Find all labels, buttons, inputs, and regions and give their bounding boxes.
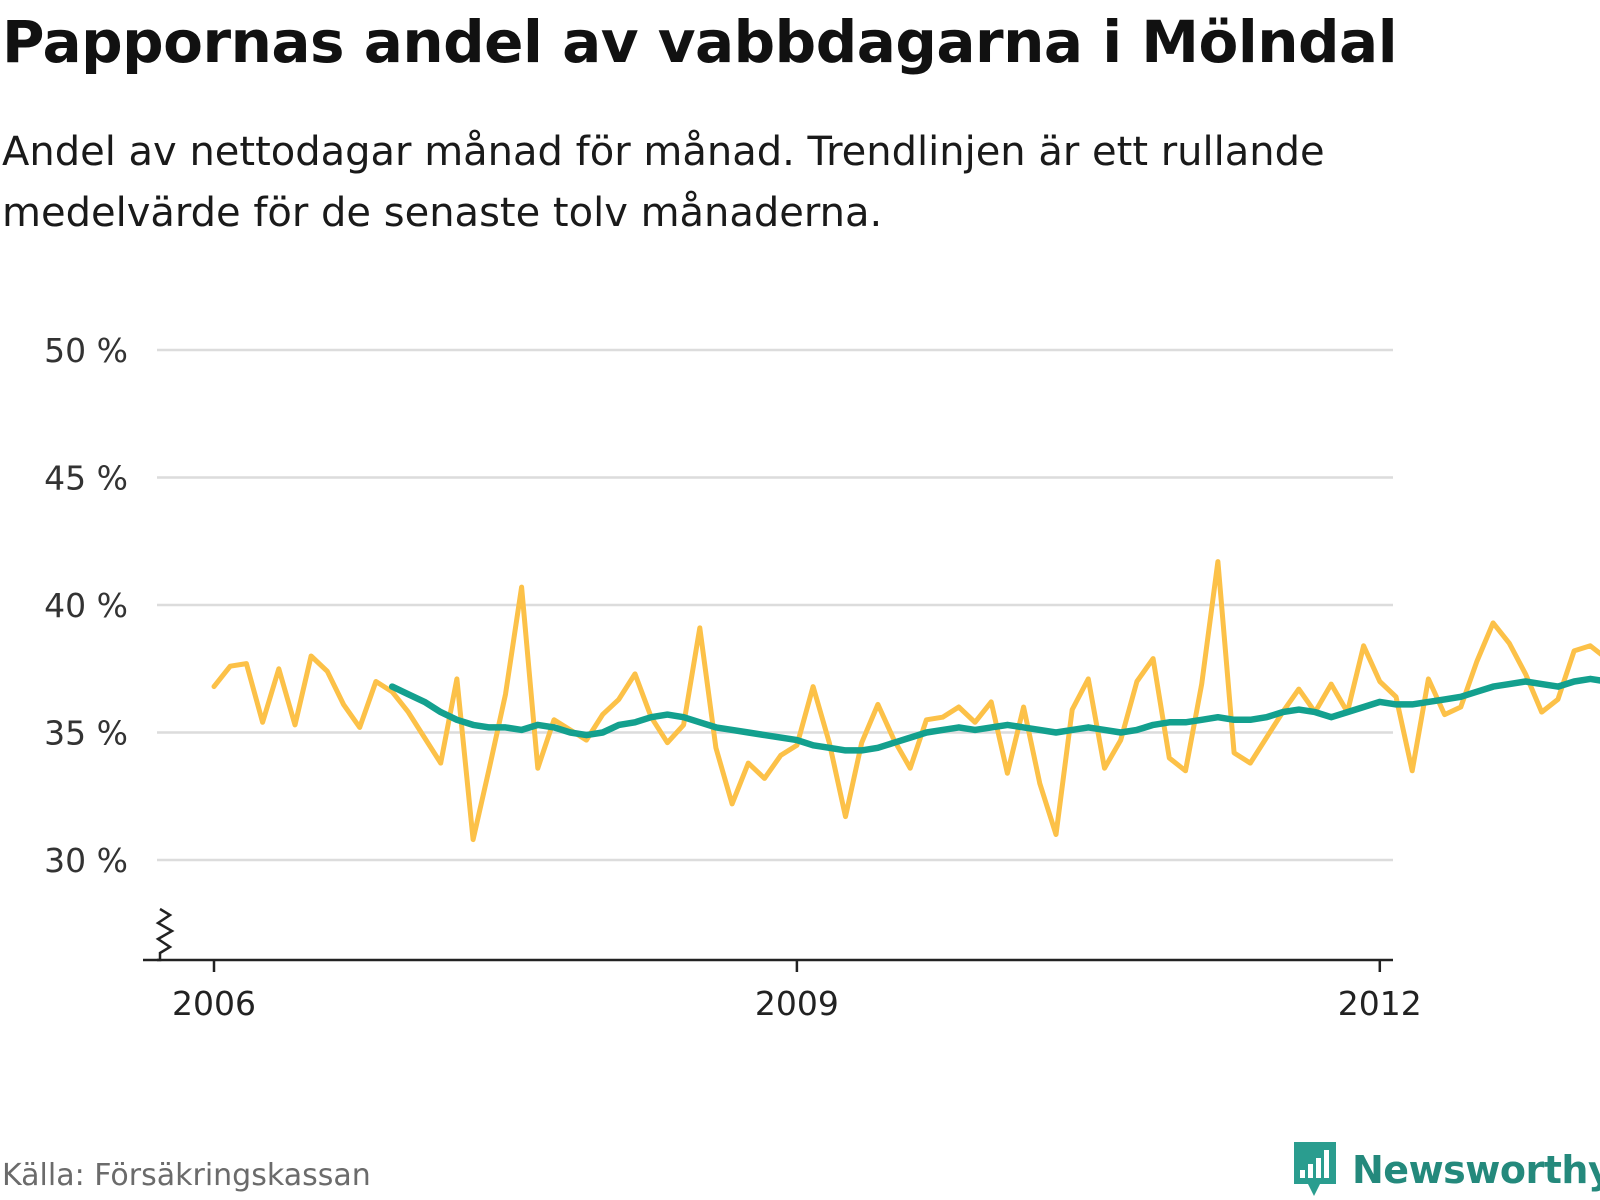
series-group: [211, 559, 1600, 843]
grid-lines: [157, 348, 1393, 862]
y-tick-label: 50 %: [44, 331, 128, 370]
y-axis: 30 % 35 % 40 % 45 % 50 %: [44, 331, 128, 880]
series-per-manad-line: [211, 559, 1600, 843]
x-tick-label: 2012: [1338, 984, 1422, 1023]
x-tick-label: 2006: [172, 984, 256, 1023]
page-subtitle: Andel av nettodagar månad för månad. Tre…: [2, 129, 1325, 236]
y-tick-label: 40 %: [44, 586, 128, 625]
y-tick-label: 45 %: [44, 459, 128, 498]
axis-break-marker: [143, 907, 175, 962]
page-title: Pappornas andel av vabbdagarna i Mölndal: [2, 8, 1398, 76]
y-tick-label: 30 %: [44, 841, 128, 880]
series-trend-line: [388, 675, 1600, 754]
y-tick-label: 35 %: [44, 714, 128, 753]
source-note: Källa: Försäkringskassan: [2, 1158, 371, 1193]
x-tick-label: 2009: [755, 984, 839, 1023]
x-axis: 2006200920122015201820212023: [143, 907, 1422, 1023]
brand-logo: Newsworthy: [1290, 1140, 1600, 1200]
brand-name: Newsworthy: [1352, 1148, 1600, 1192]
newsworthy-logo-icon: [1294, 1142, 1336, 1196]
